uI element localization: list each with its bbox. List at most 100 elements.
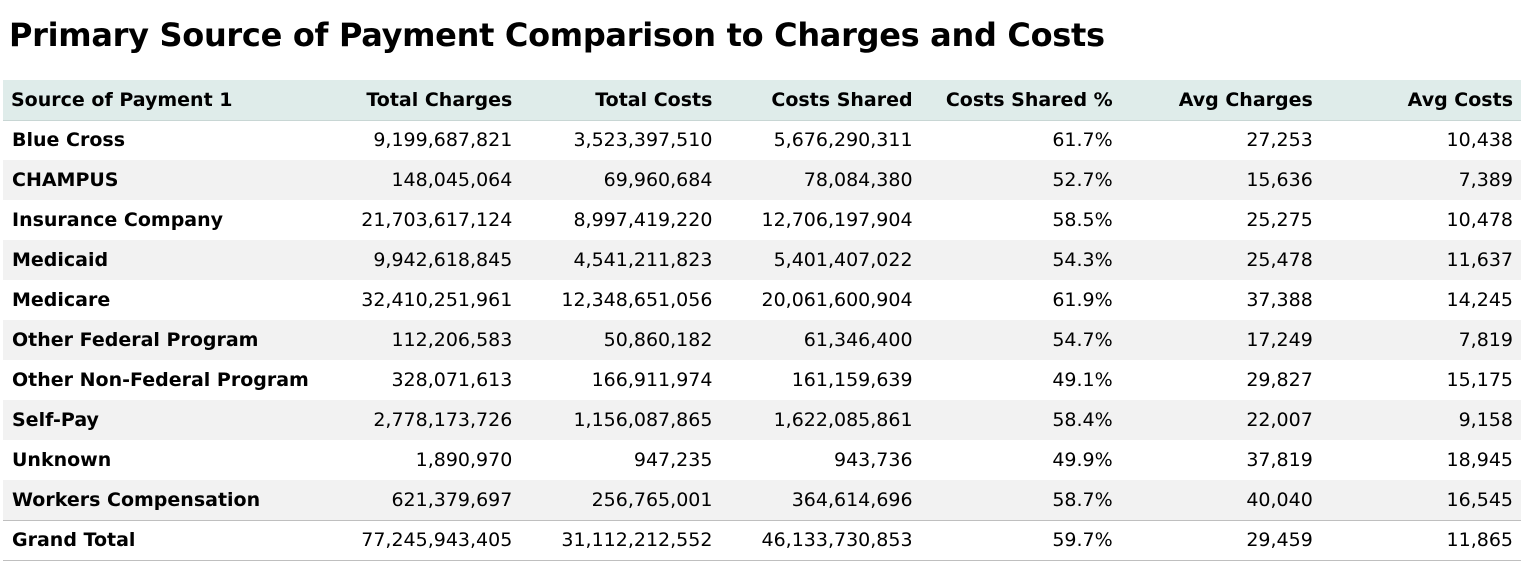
table-cell: 15,175 bbox=[1321, 360, 1521, 400]
table-cell: 9,158 bbox=[1321, 400, 1521, 440]
table-header: Source of Payment 1 Total Charges Total … bbox=[3, 80, 1521, 120]
table-cell: Blue Cross bbox=[3, 120, 320, 160]
table-cell: CHAMPUS bbox=[3, 160, 320, 200]
table-cell: 943,736 bbox=[720, 440, 920, 480]
table-cell: 25,275 bbox=[1121, 200, 1321, 240]
payment-comparison-table: Source of Payment 1 Total Charges Total … bbox=[3, 80, 1521, 561]
table-cell: Medicare bbox=[3, 280, 320, 320]
table-row: Workers Compensation 621,379,697 256,765,0… bbox=[3, 480, 1521, 520]
table-cell: 3,523,397,510 bbox=[520, 120, 720, 160]
table-cell: 161,159,639 bbox=[720, 360, 920, 400]
table-cell: 621,379,697 bbox=[320, 480, 520, 520]
table-cell: Self-Pay bbox=[3, 400, 320, 440]
table-cell: 58.5% bbox=[921, 200, 1121, 240]
table-cell: 49.1% bbox=[921, 360, 1121, 400]
page-title: Primary Source of Payment Comparison to … bbox=[9, 16, 1105, 54]
table-cell: 37,819 bbox=[1121, 440, 1321, 480]
table-cell: 15,636 bbox=[1121, 160, 1321, 200]
table-cell: 17,249 bbox=[1121, 320, 1321, 360]
table-cell: 61.9% bbox=[921, 280, 1121, 320]
table-cell: 16,545 bbox=[1321, 480, 1521, 520]
table-cell: 58.4% bbox=[921, 400, 1121, 440]
table-cell: 54.3% bbox=[921, 240, 1121, 280]
table-cell: 1,890,970 bbox=[320, 440, 520, 480]
table-cell: 7,819 bbox=[1321, 320, 1521, 360]
table-cell: 11,637 bbox=[1321, 240, 1521, 280]
table-row: Insurance Company 21,703,617,124 8,997,419… bbox=[3, 200, 1521, 240]
table-cell: 11,865 bbox=[1321, 520, 1521, 560]
table-cell: 69,960,684 bbox=[520, 160, 720, 200]
table-cell: 5,676,290,311 bbox=[720, 120, 920, 160]
table-cell: 166,911,974 bbox=[520, 360, 720, 400]
table-cell: Other Non-Federal Program bbox=[3, 360, 320, 400]
table-cell: 364,614,696 bbox=[720, 480, 920, 520]
table-cell: 29,459 bbox=[1121, 520, 1321, 560]
column-header: Avg Charges bbox=[1121, 80, 1321, 120]
table-cell: 9,942,618,845 bbox=[320, 240, 520, 280]
column-header: Avg Costs bbox=[1321, 80, 1521, 120]
table-cell: 328,071,613 bbox=[320, 360, 520, 400]
table-footer: Grand Total 77,245,943,405 31,112,212,55… bbox=[3, 520, 1521, 560]
table-cell: 78,084,380 bbox=[720, 160, 920, 200]
table-cell: 12,706,197,904 bbox=[720, 200, 920, 240]
table-cell: 32,410,251,961 bbox=[320, 280, 520, 320]
table-cell: Insurance Company bbox=[3, 200, 320, 240]
table-cell: 1,622,085,861 bbox=[720, 400, 920, 440]
column-header: Total Costs bbox=[520, 80, 720, 120]
table-cell: 5,401,407,022 bbox=[720, 240, 920, 280]
table-cell: 22,007 bbox=[1121, 400, 1321, 440]
table-cell: 58.7% bbox=[921, 480, 1121, 520]
table-cell: 112,206,583 bbox=[320, 320, 520, 360]
table-cell: 61.7% bbox=[921, 120, 1121, 160]
table-cell: Unknown bbox=[3, 440, 320, 480]
table-cell: 27,253 bbox=[1121, 120, 1321, 160]
table-row: Unknown 1,890,970 947,235 943,736 49.9% 37,81… bbox=[3, 440, 1521, 480]
table-cell: 49.9% bbox=[921, 440, 1121, 480]
table-row: Medicare 32,410,251,961 12,348,651,056 20,0… bbox=[3, 280, 1521, 320]
grand-total-row: Grand Total 77,245,943,405 31,112,212,55… bbox=[3, 520, 1521, 560]
table-cell: 29,827 bbox=[1121, 360, 1321, 400]
table-cell: 4,541,211,823 bbox=[520, 240, 720, 280]
column-header: Total Charges bbox=[320, 80, 520, 120]
table-cell: 10,478 bbox=[1321, 200, 1521, 240]
table-cell: Grand Total bbox=[3, 520, 320, 560]
table-cell: 31,112,212,552 bbox=[520, 520, 720, 560]
table-cell: 21,703,617,124 bbox=[320, 200, 520, 240]
table-cell: 54.7% bbox=[921, 320, 1121, 360]
table-cell: 37,388 bbox=[1121, 280, 1321, 320]
table-row: Other Non-Federal Program 328,071,613 166,… bbox=[3, 360, 1521, 400]
table-cell: 12,348,651,056 bbox=[520, 280, 720, 320]
table-cell: 2,778,173,726 bbox=[320, 400, 520, 440]
table-cell: 7,389 bbox=[1321, 160, 1521, 200]
table-cell: 947,235 bbox=[520, 440, 720, 480]
table-row: CHAMPUS 148,045,064 69,960,684 78,084,380 52… bbox=[3, 160, 1521, 200]
table-cell: 20,061,600,904 bbox=[720, 280, 920, 320]
table-cell: Workers Compensation bbox=[3, 480, 320, 520]
table-row: Other Federal Program 112,206,583 50,860,1… bbox=[3, 320, 1521, 360]
table-cell: Medicaid bbox=[3, 240, 320, 280]
table-cell: 61,346,400 bbox=[720, 320, 920, 360]
table-cell: 256,765,001 bbox=[520, 480, 720, 520]
table-cell: 77,245,943,405 bbox=[320, 520, 520, 560]
table-cell: 25,478 bbox=[1121, 240, 1321, 280]
header-row: Source of Payment 1 Total Charges Total … bbox=[3, 80, 1521, 120]
table-row: Medicaid 9,942,618,845 4,541,211,823 5,401,… bbox=[3, 240, 1521, 280]
table-cell: 148,045,064 bbox=[320, 160, 520, 200]
table-cell: 10,438 bbox=[1321, 120, 1521, 160]
table-cell: 52.7% bbox=[921, 160, 1121, 200]
table-body: Blue Cross 9,199,687,821 3,523,397,510 5,67… bbox=[3, 120, 1521, 520]
table-cell: 59.7% bbox=[921, 520, 1121, 560]
table-cell: 8,997,419,220 bbox=[520, 200, 720, 240]
table-cell: 14,245 bbox=[1321, 280, 1521, 320]
table-cell: 9,199,687,821 bbox=[320, 120, 520, 160]
column-header: Costs Shared % bbox=[921, 80, 1121, 120]
table-row: Blue Cross 9,199,687,821 3,523,397,510 5,67… bbox=[3, 120, 1521, 160]
table-row: Self-Pay 2,778,173,726 1,156,087,865 1,622,… bbox=[3, 400, 1521, 440]
table-cell: 50,860,182 bbox=[520, 320, 720, 360]
table-cell: 18,945 bbox=[1321, 440, 1521, 480]
table-cell: Other Federal Program bbox=[3, 320, 320, 360]
table-cell: 1,156,087,865 bbox=[520, 400, 720, 440]
table-cell: 40,040 bbox=[1121, 480, 1321, 520]
table-cell: 46,133,730,853 bbox=[720, 520, 920, 560]
column-header: Costs Shared bbox=[720, 80, 920, 120]
